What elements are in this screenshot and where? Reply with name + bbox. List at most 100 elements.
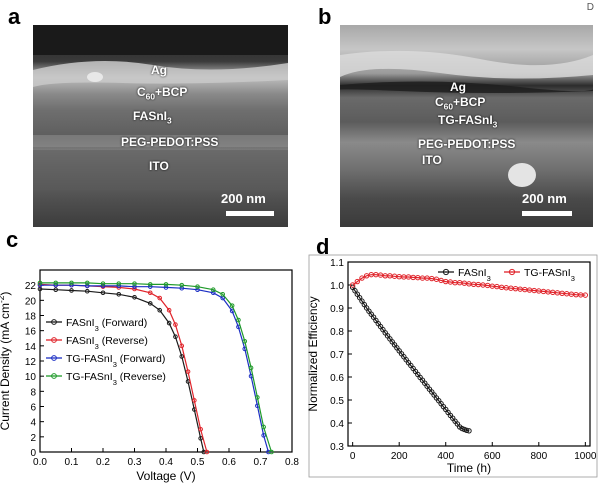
y-tick-label: 10: [25, 372, 37, 383]
data-point: [204, 449, 210, 455]
data-point: [582, 292, 589, 298]
data-point: [179, 285, 185, 291]
y-tick-label: 0.6: [330, 373, 344, 384]
x-tick-label: 200: [391, 451, 408, 462]
y-tick-label: 0: [30, 448, 36, 459]
x-tick-label: 0.8: [285, 457, 299, 468]
y-tick-label: 1.1: [330, 258, 344, 269]
data-point: [261, 424, 266, 430]
data-point: [363, 273, 370, 279]
scale-bar-b: [522, 211, 572, 216]
data-point: [236, 317, 241, 323]
data-point: [220, 291, 225, 297]
x-tick-label: 0.0: [33, 457, 47, 468]
series-line: [352, 274, 586, 296]
data-point: [53, 280, 59, 286]
y-axis-label: Current Density (mA cm-2): [0, 292, 12, 431]
data-point: [229, 303, 235, 308]
data-point: [166, 320, 172, 326]
x-tick-label: 0.6: [222, 457, 236, 468]
sem-image-a: Ag C60+BCP FASnI3 PEG-PEDOT:PSS ITO 200 …: [33, 25, 288, 227]
sem-image-b: Ag C60+BCP TG-FASnI3 PEG-PEDOT:PSS ITO 2…: [340, 25, 593, 227]
x-tick-label: 1000: [574, 451, 597, 462]
panel-c-letter: c: [6, 227, 19, 252]
y-tick-label: 1.0: [330, 281, 344, 292]
x-axis-label: Voltage (V): [136, 469, 195, 483]
x-tick-label: 0.5: [191, 457, 205, 468]
scale-label-b: 200 nm: [522, 191, 567, 206]
data-point: [163, 282, 169, 287]
data-point: [179, 282, 185, 288]
corner-mark: D: [586, 2, 594, 13]
layer-label-b-c60bcp: C60+BCP: [435, 95, 486, 112]
data-point: [354, 278, 361, 285]
data-point: [463, 427, 470, 434]
series-line: [39, 288, 205, 453]
data-point: [466, 428, 472, 434]
y-tick-label: 18: [25, 312, 37, 323]
data-point: [195, 284, 200, 289]
data-point: [198, 436, 203, 441]
jv-chart: 0.0 0.1 0.2 0.3 0.4 0.5 0.6 0.7 0.8 0 2 4 6 8 10 12 14 16…: [0, 269, 299, 483]
x-tick-label: 0: [350, 451, 356, 462]
data-point: [100, 290, 106, 296]
data-point: [69, 288, 74, 293]
data-point: [359, 275, 365, 281]
legend-entry: FASnI3 (Reverse): [66, 335, 148, 351]
data-point: [210, 290, 216, 296]
y-tick-label: 0.8: [330, 327, 344, 338]
data-point: [433, 276, 440, 282]
legend-marker: [51, 355, 57, 361]
data-point: [157, 295, 162, 301]
x-tick-label: 0.2: [96, 457, 110, 468]
layer-label-b-absorber: TG-FASnI3: [438, 113, 498, 130]
series-line: [40, 284, 269, 453]
sem-texture-b: [340, 25, 593, 227]
data-point: [84, 288, 90, 294]
y-tick-label: 0.5: [330, 396, 344, 407]
data-point: [255, 395, 260, 400]
layer-label-a-absorber: FASnI3: [133, 109, 172, 126]
y-tick-label: 0.3: [330, 442, 344, 453]
x-tick-label: 0.3: [128, 457, 142, 468]
data-point: [185, 369, 191, 374]
series-line: [39, 283, 208, 453]
y-tick-label: 0.4: [330, 419, 344, 430]
y-tick-label: 2: [30, 433, 36, 444]
scale-bar-a: [226, 211, 274, 216]
legend-entry: FASnI3: [458, 267, 491, 283]
data-point: [195, 287, 200, 293]
y-tick-label: 0.9: [330, 304, 344, 315]
data-point: [166, 307, 172, 313]
data-point: [438, 277, 444, 284]
y-tick-label: 22: [25, 281, 37, 292]
legend-entry: FASnI3 (Forward): [66, 317, 147, 333]
panel-a-letter: a: [8, 4, 21, 29]
data-point: [37, 280, 43, 286]
y-tick-label: 8: [30, 387, 36, 398]
data-point: [84, 283, 90, 289]
panel-border: [308, 254, 598, 478]
series-line: [40, 282, 273, 453]
legend-marker: [508, 268, 516, 276]
layer-label-b-ag: Ag: [450, 80, 466, 94]
data-point: [132, 295, 137, 300]
data-point: [157, 307, 162, 313]
layer-label-a-htl: PEG-PEDOT:PSS: [121, 135, 219, 149]
y-tick-label: 6: [30, 403, 36, 414]
legend-marker: [51, 337, 57, 343]
layer-label-a-ito: ITO: [149, 159, 169, 173]
layer-label-a-c60bcp: C60+BCP: [137, 85, 188, 102]
stability-chart: 0 200 400 600 800 1000 0.3 0.4 0.5 0.6 0.7 0.8 0.9 1.…: [308, 254, 598, 478]
y-tick-label: 0.7: [330, 350, 344, 361]
x-tick-label: 0.7: [254, 457, 268, 468]
data-point: [173, 334, 178, 340]
y-tick-label: 20: [25, 296, 37, 307]
layer-label-b-htl: PEG-PEDOT:PSS: [418, 137, 516, 151]
data-point: [69, 280, 74, 286]
data-point: [132, 284, 137, 289]
x-axis-label: Time (h): [447, 461, 491, 475]
data-point: [261, 433, 266, 438]
legend-entry: TG-FASnI3 (Reverse): [66, 371, 166, 387]
y-tick-label: 14: [25, 342, 37, 353]
